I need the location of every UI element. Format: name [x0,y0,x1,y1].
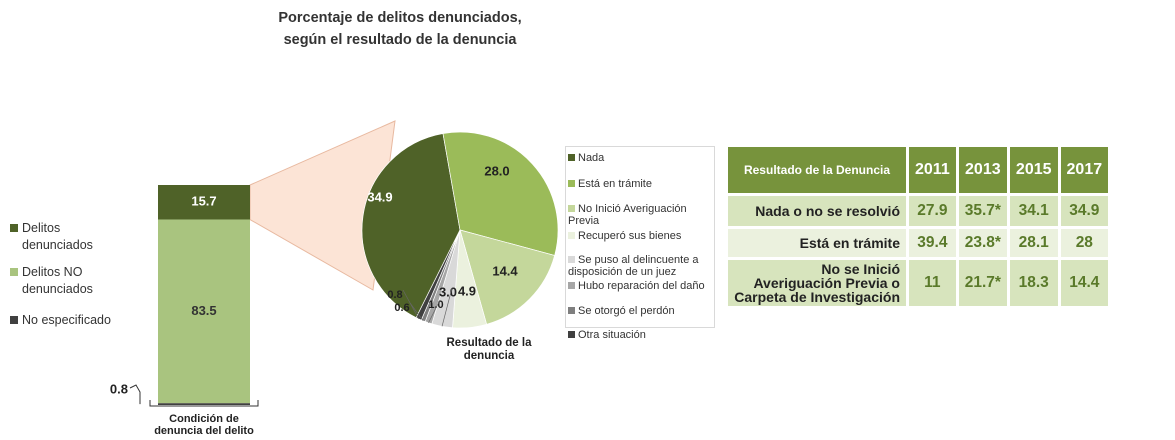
legend-text: Está en trámite [578,178,652,190]
row-label: No se Inició Averiguación Previa o Carpe… [728,260,906,306]
bar-segment [158,185,250,220]
legend-swatch [10,268,18,276]
legend-item: Nada [568,152,714,164]
row-label: Está en trámite [728,229,906,257]
legend-item: No Inició Averiguación Previa [568,203,714,227]
legend-text: Nada [578,152,605,164]
cell: 27.9 [909,196,956,226]
legend-swatch [10,224,18,232]
legend-item: Recuperó sus bienes [568,230,714,242]
legend-text: Hubo reparación del daño [578,280,705,292]
data-label: 4.9 [458,283,476,298]
legend-text: No Inició Averiguación Previa [568,203,687,227]
cell: 23.8* [958,229,1007,257]
data-label: 0.8 [110,381,128,396]
x-axis-label: Condición de denuncia del delito [154,413,254,437]
legend-item: Otra situación [568,329,714,341]
data-label: 15.7 [191,194,216,209]
leader [402,289,419,320]
legend-swatch [10,316,18,324]
leader [409,302,424,322]
table-row: Está en trámite 39.4 23.8* 28.1 28 [728,229,1109,257]
legend-text: No especificado [22,313,111,327]
leader [441,287,453,327]
legend-item: Está en trámite [568,178,714,190]
bracket [149,400,259,407]
pie-slice [459,229,556,325]
header-cell: 2015 [1009,147,1058,193]
legend-text: Delitos denunciados [22,221,93,252]
legend-text: Recuperó sus bienes [578,230,682,242]
legend-item: No especificado [10,312,130,329]
row-label: Nada o no se resolvió [728,196,906,226]
legend-item: Hubo reparación del daño [568,280,714,292]
cell: 14.4 [1060,260,1109,306]
chart-title: Porcentaje de delitos denunciados, [278,10,521,26]
cell: 21.7* [958,260,1007,306]
legend-box [565,146,715,328]
table: Resultado de la Denuncia 2011 2013 2015 2017… [725,144,1111,309]
legend-item: Se otorgó el perdón [568,305,714,317]
legend-item: Delitos NO denunciados [10,264,130,298]
pie-axis-label: Resultado de la denuncia [446,337,532,362]
legend-swatch [568,205,575,212]
table-row: No se Inició Averiguación Previa o Carpe… [728,260,1109,306]
data-label: 0.6 [394,302,409,314]
data-label: 1.0 [428,299,443,311]
data-label: 3.0 [439,284,457,299]
legend-swatch [568,154,575,161]
data-label: 34.9 [367,189,392,204]
legend-swatch [568,307,575,314]
cell: 34.1 [1009,196,1058,226]
cell: 39.4 [909,229,956,257]
data-label: 0.8 [387,289,402,301]
data-label: 28.0 [484,163,509,178]
legend-swatch [568,331,575,338]
data-label: 83.5 [191,303,216,318]
legend-item: Delitos denunciados [10,220,130,254]
header-cell: 2017 [1060,147,1109,193]
bar-segment [158,219,250,404]
legend-text: Se puso al delincuente a disposición de … [568,254,699,278]
header-cell: 2011 [909,147,956,193]
legend-swatch [568,282,575,289]
legend-swatch [568,256,575,263]
table-row: Nada o no se resolvió 27.9 35.7* 34.1 34.9 [728,196,1109,226]
data-label: 14.4 [492,263,518,278]
legend-text: Otra situación [578,329,646,341]
cell: 11 [909,260,956,306]
cell: 34.9 [1060,196,1109,226]
legend-text: Delitos NO denunciados [22,265,93,296]
legend-item: Se puso al delincuente a disposición de … [568,254,714,278]
bar-segment [158,403,250,405]
header-cell: Resultado de la Denuncia [728,147,906,193]
leader [129,384,141,405]
chart-title: según el resultado de la denuncia [284,32,518,48]
legend-swatch [568,232,575,239]
cell: 28 [1060,229,1109,257]
legend-text: Se otorgó el perdón [578,305,675,317]
legend-swatch [568,180,575,187]
cell: 28.1 [1009,229,1058,257]
pie-slice [442,131,559,256]
cell: 35.7* [958,196,1007,226]
cell: 18.3 [1009,260,1058,306]
header-row: Resultado de la Denuncia 2011 2013 2015 2017 [728,147,1109,193]
pie-slice [361,133,461,319]
header-cell: 2013 [958,147,1007,193]
leader [428,299,441,323]
